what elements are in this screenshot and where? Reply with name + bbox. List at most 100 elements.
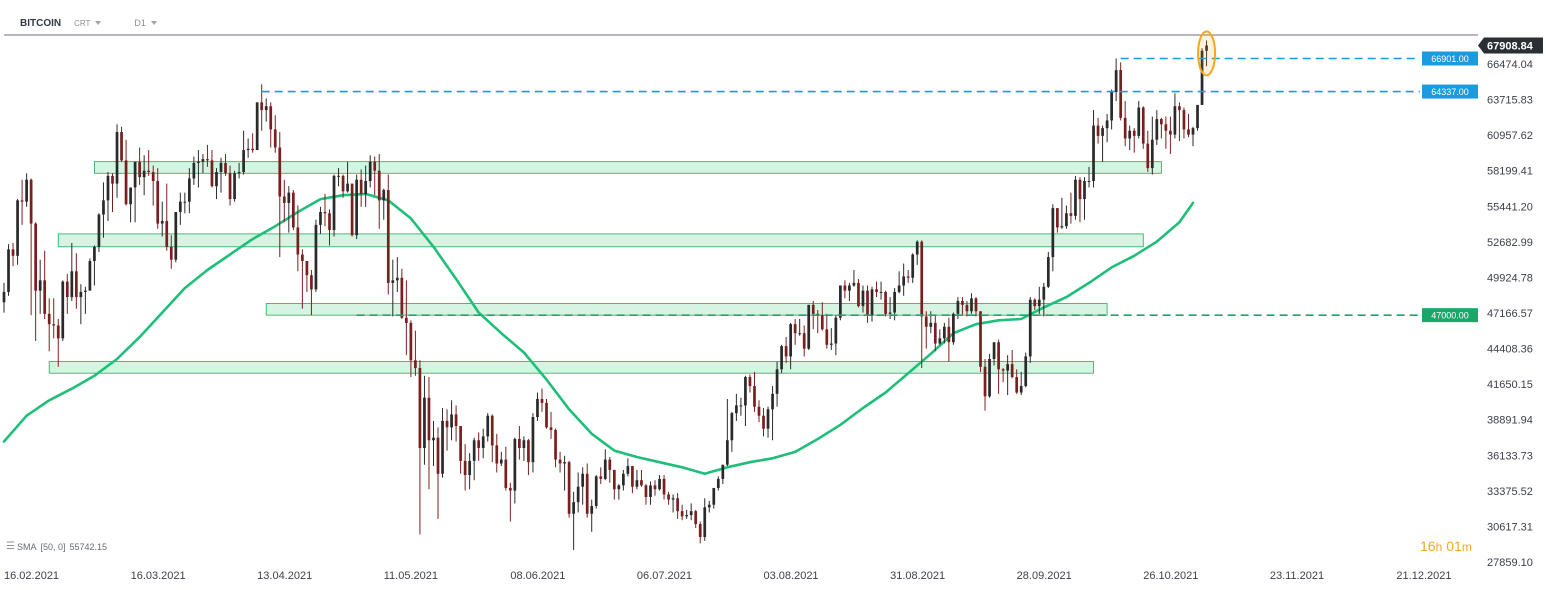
candle-body: [79, 291, 83, 298]
candle: [1033, 298, 1037, 310]
candle-body: [25, 179, 28, 202]
candle: [1110, 89, 1113, 130]
candle-body: [341, 175, 345, 192]
candle: [1150, 116, 1154, 175]
candle-body: [328, 213, 331, 231]
candle: [156, 168, 160, 229]
candle-body: [694, 511, 698, 525]
candle: [748, 374, 752, 393]
candle: [924, 311, 928, 349]
candle: [468, 453, 472, 490]
candle: [34, 222, 38, 341]
candle-body: [1024, 356, 1028, 387]
candle: [825, 313, 829, 349]
candle-body: [667, 494, 670, 500]
candle-body: [188, 178, 191, 202]
candle: [1182, 107, 1186, 139]
candle-body: [933, 322, 937, 344]
candle: [224, 153, 227, 176]
candle-body: [748, 377, 752, 387]
candle-body: [20, 200, 24, 202]
candle-body: [617, 485, 621, 490]
candle-body: [866, 290, 869, 316]
candle-body: [1141, 107, 1145, 144]
candle: [423, 375, 426, 465]
candle: [875, 281, 878, 298]
candle: [965, 300, 969, 317]
candle-body: [463, 460, 467, 476]
candle: [1087, 166, 1091, 188]
candle: [52, 298, 56, 339]
menu-icon[interactable]: ☰: [6, 541, 15, 552]
candle-body: [210, 160, 214, 187]
candle-body: [703, 507, 707, 537]
candle-body: [273, 129, 277, 148]
candle: [1069, 192, 1073, 224]
candle: [102, 182, 105, 238]
candle-body: [1046, 257, 1050, 287]
candle: [631, 466, 634, 494]
candle-body: [852, 282, 856, 286]
candle-body: [1042, 286, 1046, 300]
candle: [115, 124, 119, 198]
candle: [301, 249, 304, 309]
candle: [762, 408, 765, 437]
candle: [486, 413, 490, 442]
candle: [206, 144, 209, 167]
candle-body: [545, 402, 548, 428]
candle: [124, 139, 128, 206]
candle-body: [680, 511, 684, 517]
candle: [992, 342, 996, 366]
candle: [789, 322, 792, 370]
candle-body: [676, 498, 679, 512]
candle: [454, 405, 458, 442]
candle: [558, 451, 562, 473]
candle: [373, 156, 377, 196]
candle-body: [409, 322, 413, 361]
candle: [716, 476, 720, 491]
candle-body: [242, 150, 245, 172]
candle: [450, 400, 453, 441]
y-tick-label: 63715.83: [1487, 95, 1533, 107]
candle: [377, 153, 381, 229]
candle-body: [554, 429, 557, 460]
candle-body: [219, 162, 223, 172]
candle: [2, 282, 6, 313]
candle: [504, 446, 508, 491]
candle-body: [38, 280, 42, 291]
candle: [942, 322, 946, 344]
candle-body: [581, 473, 585, 487]
candle-body: [662, 478, 666, 495]
candle: [228, 165, 232, 206]
consolidation-zone: [57, 233, 1144, 248]
candle-body: [1056, 208, 1059, 228]
candle-body: [1205, 45, 1208, 51]
x-tick-label: 13.04.2021: [257, 570, 312, 582]
candle-body: [829, 343, 833, 345]
consolidation-zone: [48, 361, 1094, 374]
x-tick-label: 03.08.2021: [764, 570, 819, 582]
y-tick-label: 60957.62: [1487, 130, 1533, 142]
indicator-name[interactable]: SMA: [16, 541, 37, 552]
candle-body: [888, 312, 892, 314]
level-label-bg: [1422, 84, 1478, 99]
candle: [1051, 204, 1055, 272]
candle-body: [454, 414, 458, 427]
x-tick-label: 06.07.2021: [637, 570, 692, 582]
y-tick-label: 36133.73: [1487, 450, 1533, 462]
interval-dropdown[interactable]: D1: [134, 18, 157, 28]
candle: [20, 179, 24, 225]
candle: [1096, 117, 1100, 144]
x-tick-label: 31.08.2021: [890, 570, 945, 582]
candle-countdown: 16 h 01 m: [1420, 538, 1472, 554]
candle: [264, 98, 268, 122]
candle-body: [961, 300, 964, 305]
candle-body: [983, 366, 987, 397]
candle-body: [716, 478, 720, 488]
candle-body: [1015, 377, 1019, 393]
chart-type-dropdown[interactable]: CRT: [74, 19, 102, 28]
candle: [400, 268, 404, 320]
symbol-name[interactable]: BITCOIN: [20, 17, 62, 29]
candle-body: [147, 170, 151, 172]
